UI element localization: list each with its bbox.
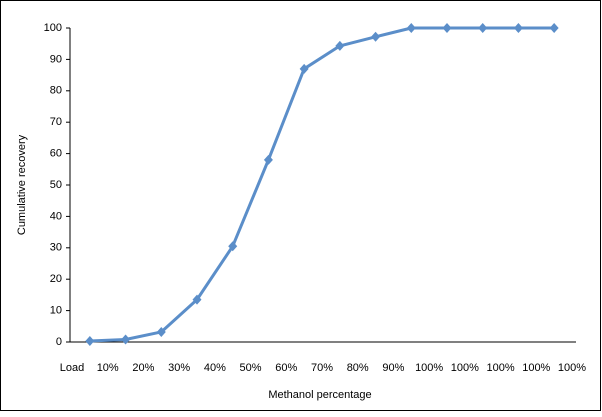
x-tick-label: 100%: [487, 362, 515, 374]
marker: [406, 23, 416, 33]
x-axis-title: Methanol percentage: [268, 389, 371, 401]
x-tick-label: Load: [60, 362, 84, 374]
y-tick-label: 40: [50, 210, 62, 222]
y-tick-label: 30: [50, 242, 62, 254]
x-tick-label: 70%: [311, 362, 333, 374]
y-tick-label: 80: [50, 85, 62, 97]
line: [89, 26, 555, 343]
y-tick-label: 20: [50, 273, 62, 285]
marker: [228, 241, 238, 252]
marker: [263, 154, 273, 165]
marker: [85, 336, 95, 347]
x-tick-label: 100%: [558, 362, 586, 374]
marker: [478, 23, 488, 33]
y-tick-label: 100: [44, 22, 62, 34]
y-tick-label: 0: [56, 336, 62, 348]
marker: [513, 23, 523, 33]
marker: [121, 334, 131, 345]
marker: [335, 40, 345, 51]
x-tick-label: 90%: [382, 362, 404, 374]
marker: [299, 63, 309, 74]
marker: [156, 326, 166, 337]
y-tick-label: 10: [50, 305, 62, 317]
x-tick-label: 60%: [275, 362, 297, 374]
x-tick-label: 100%: [522, 362, 550, 374]
x-tick-label: 40%: [204, 362, 226, 374]
y-tick-label: 50: [50, 179, 62, 191]
x-tick-label: 20%: [132, 362, 154, 374]
x-tick-label: 100%: [451, 362, 479, 374]
y-axis-title: Cumulative recovery: [16, 134, 28, 235]
y-tick-label: 70: [50, 116, 62, 128]
x-tick-label: 50%: [240, 362, 262, 374]
marker: [371, 31, 381, 42]
marker: [192, 294, 202, 305]
x-tick-label: 100%: [415, 362, 443, 374]
x-tick-label: 10%: [97, 362, 119, 374]
y-tick-label: 90: [50, 53, 62, 65]
x-tick-label: 30%: [168, 362, 190, 374]
y-tick-label: 60: [50, 148, 62, 160]
x-tick-label: 80%: [347, 362, 369, 374]
marker: [549, 23, 559, 33]
marker: [442, 23, 452, 33]
